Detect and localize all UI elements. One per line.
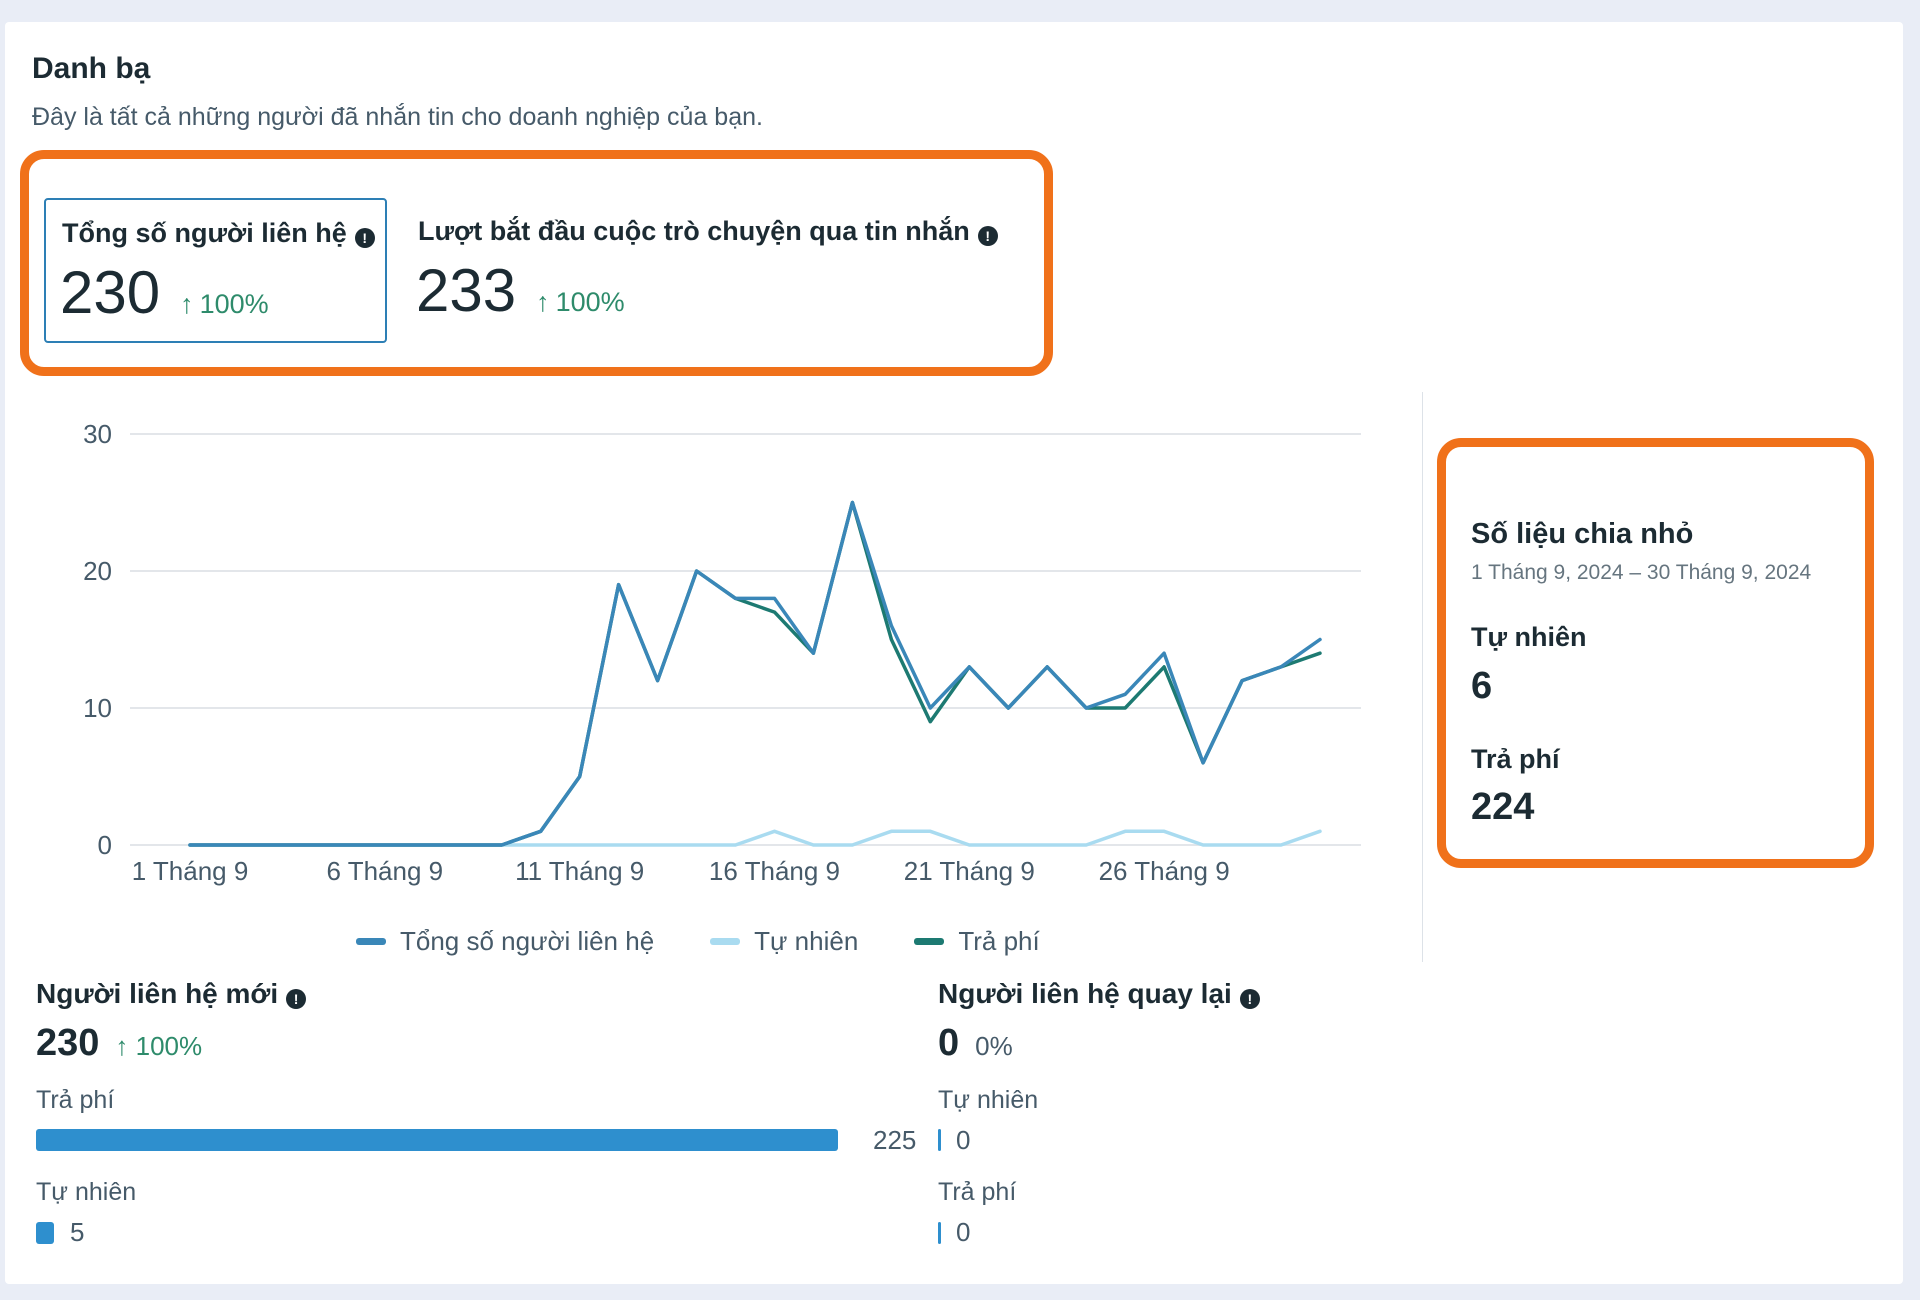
x-tick-label: 1 Tháng 9	[132, 856, 249, 886]
breakdown-highlight-box	[1437, 438, 1874, 868]
breakdown-title: Số liệu chia nhỏ	[1471, 518, 1694, 550]
y-tick-label: 0	[98, 830, 112, 860]
legend-item-paid[interactable]: Trả phí	[914, 926, 1040, 957]
arrow-up-icon: ↑	[180, 289, 194, 319]
breakdown-organic-value: 6	[1471, 665, 1493, 707]
new-contacts-organic-label: Tự nhiên	[36, 1178, 137, 1206]
breakdown-organic-label: Tự nhiên	[1471, 622, 1587, 652]
metric-value: 230	[60, 259, 161, 326]
metric-value-row: 230 ↑ 100%	[60, 258, 269, 327]
new-contacts-paid-label: Trả phí	[36, 1086, 115, 1114]
line-chart: 0 10 20 30 1 Tháng 9 6 Tháng 9 11 Tháng 9 16 Th…	[83, 419, 1361, 886]
returning-contacts-paid-label: Trả phí	[938, 1178, 1017, 1206]
breakdown-paid-value: 224	[1471, 786, 1535, 828]
x-tick-label: 26 Tháng 9	[1099, 856, 1230, 886]
arrow-up-icon: ↑	[115, 1031, 129, 1061]
metric-delta-value: 100%	[555, 287, 625, 317]
info-icon[interactable]: !	[354, 227, 375, 248]
new-contacts-paid-value: 225	[873, 1125, 917, 1155]
legend-item-organic[interactable]: Tự nhiên	[710, 926, 858, 957]
info-icon[interactable]: !	[286, 988, 307, 1009]
legend-swatch-total	[356, 938, 386, 945]
returning-contacts-organic-label: Tự nhiên	[938, 1086, 1039, 1114]
contacts-card	[5, 22, 1903, 1284]
arrow-up-icon: ↑	[536, 287, 550, 317]
returning-contacts-delta: 0%	[975, 1031, 1013, 1061]
metric-delta-value: 100%	[199, 289, 269, 319]
returning-contacts-organic-value: 0	[956, 1125, 971, 1155]
page-title: Danh bạ	[32, 52, 151, 85]
legend-swatch-paid	[914, 938, 945, 945]
returning-contacts-value: 0	[938, 1022, 960, 1064]
new-contacts-delta-value: 100%	[135, 1031, 203, 1061]
x-tick-label: 11 Tháng 9	[515, 856, 644, 886]
metric-label-row: Tổng số người liên hệ!	[62, 218, 375, 249]
breakdown-paid-label: Trả phí	[1471, 744, 1560, 774]
metrics-highlight-box	[20, 150, 1053, 376]
legend-label: Tự nhiên	[754, 926, 859, 956]
metric-tile-conversations-started[interactable]: Lượt bắt đầu cuộc trò chuyện qua tin nhắ…	[400, 198, 1040, 343]
new-contacts-organic-value: 5	[70, 1217, 85, 1247]
metric-delta: ↑ 100%	[536, 287, 625, 317]
new-contacts-organic-bar	[36, 1222, 55, 1244]
legend-label: Trả phí	[958, 926, 1040, 956]
metric-label: Tổng số người liên hệ	[62, 218, 347, 248]
returning-contacts-value-row: 0 0%	[938, 1022, 1013, 1065]
metric-value-row: 233 ↑ 100%	[416, 256, 625, 325]
y-tick-label: 10	[83, 693, 112, 723]
page-subtitle: Đây là tất cả những người đã nhắn tin ch…	[32, 103, 763, 131]
metric-delta: ↑ 100%	[180, 289, 269, 319]
new-contacts-value: 230	[36, 1022, 100, 1064]
legend-label: Tổng số người liên hệ	[400, 926, 655, 956]
metric-label: Lượt bắt đầu cuộc trò chuyện qua tin nhắ…	[418, 216, 970, 246]
new-contacts-delta: ↑ 100%	[115, 1031, 202, 1061]
y-tick-label: 30	[83, 419, 112, 449]
x-tick-label: 21 Tháng 9	[904, 856, 1035, 886]
returning-contacts-paid-value: 0	[956, 1217, 971, 1247]
returning-contacts-organic-bar	[938, 1129, 941, 1151]
chart-legend: Tổng số người liên hệ Tự nhiên Trả phí	[356, 926, 1040, 957]
new-contacts-paid-bar	[36, 1129, 838, 1151]
breakdown-date-range: 1 Tháng 9, 2024 – 30 Tháng 9, 2024	[1471, 561, 1812, 584]
new-contacts-value-row: 230 ↑ 100%	[36, 1022, 202, 1065]
legend-item-total[interactable]: Tổng số người liên hệ	[356, 926, 654, 957]
x-tick-label: 6 Tháng 9	[327, 856, 444, 886]
new-contacts-title: Người liên hệ mới	[36, 978, 279, 1009]
info-icon[interactable]: !	[1239, 988, 1260, 1009]
returning-contacts-paid-bar	[938, 1222, 941, 1244]
legend-swatch-organic	[710, 938, 741, 945]
vertical-divider	[1422, 392, 1423, 962]
returning-contacts-title: Người liên hệ quay lại	[938, 978, 1232, 1009]
metric-label-row: Lượt bắt đầu cuộc trò chuyện qua tin nhắ…	[418, 216, 998, 247]
returning-contacts-title-row: Người liên hệ quay lại!	[938, 978, 1260, 1010]
series-line-organic	[188, 829, 1322, 847]
metric-tile-total-contacts[interactable]: Tổng số người liên hệ! 230 ↑ 100%	[44, 198, 387, 343]
metric-value: 233	[416, 257, 517, 324]
y-tick-label: 20	[83, 556, 112, 586]
x-tick-label: 16 Tháng 9	[709, 856, 840, 886]
series-line-paid	[188, 500, 1322, 847]
series-line-total	[188, 500, 1322, 847]
new-contacts-title-row: Người liên hệ mới!	[36, 978, 307, 1010]
info-icon[interactable]: !	[977, 225, 998, 246]
